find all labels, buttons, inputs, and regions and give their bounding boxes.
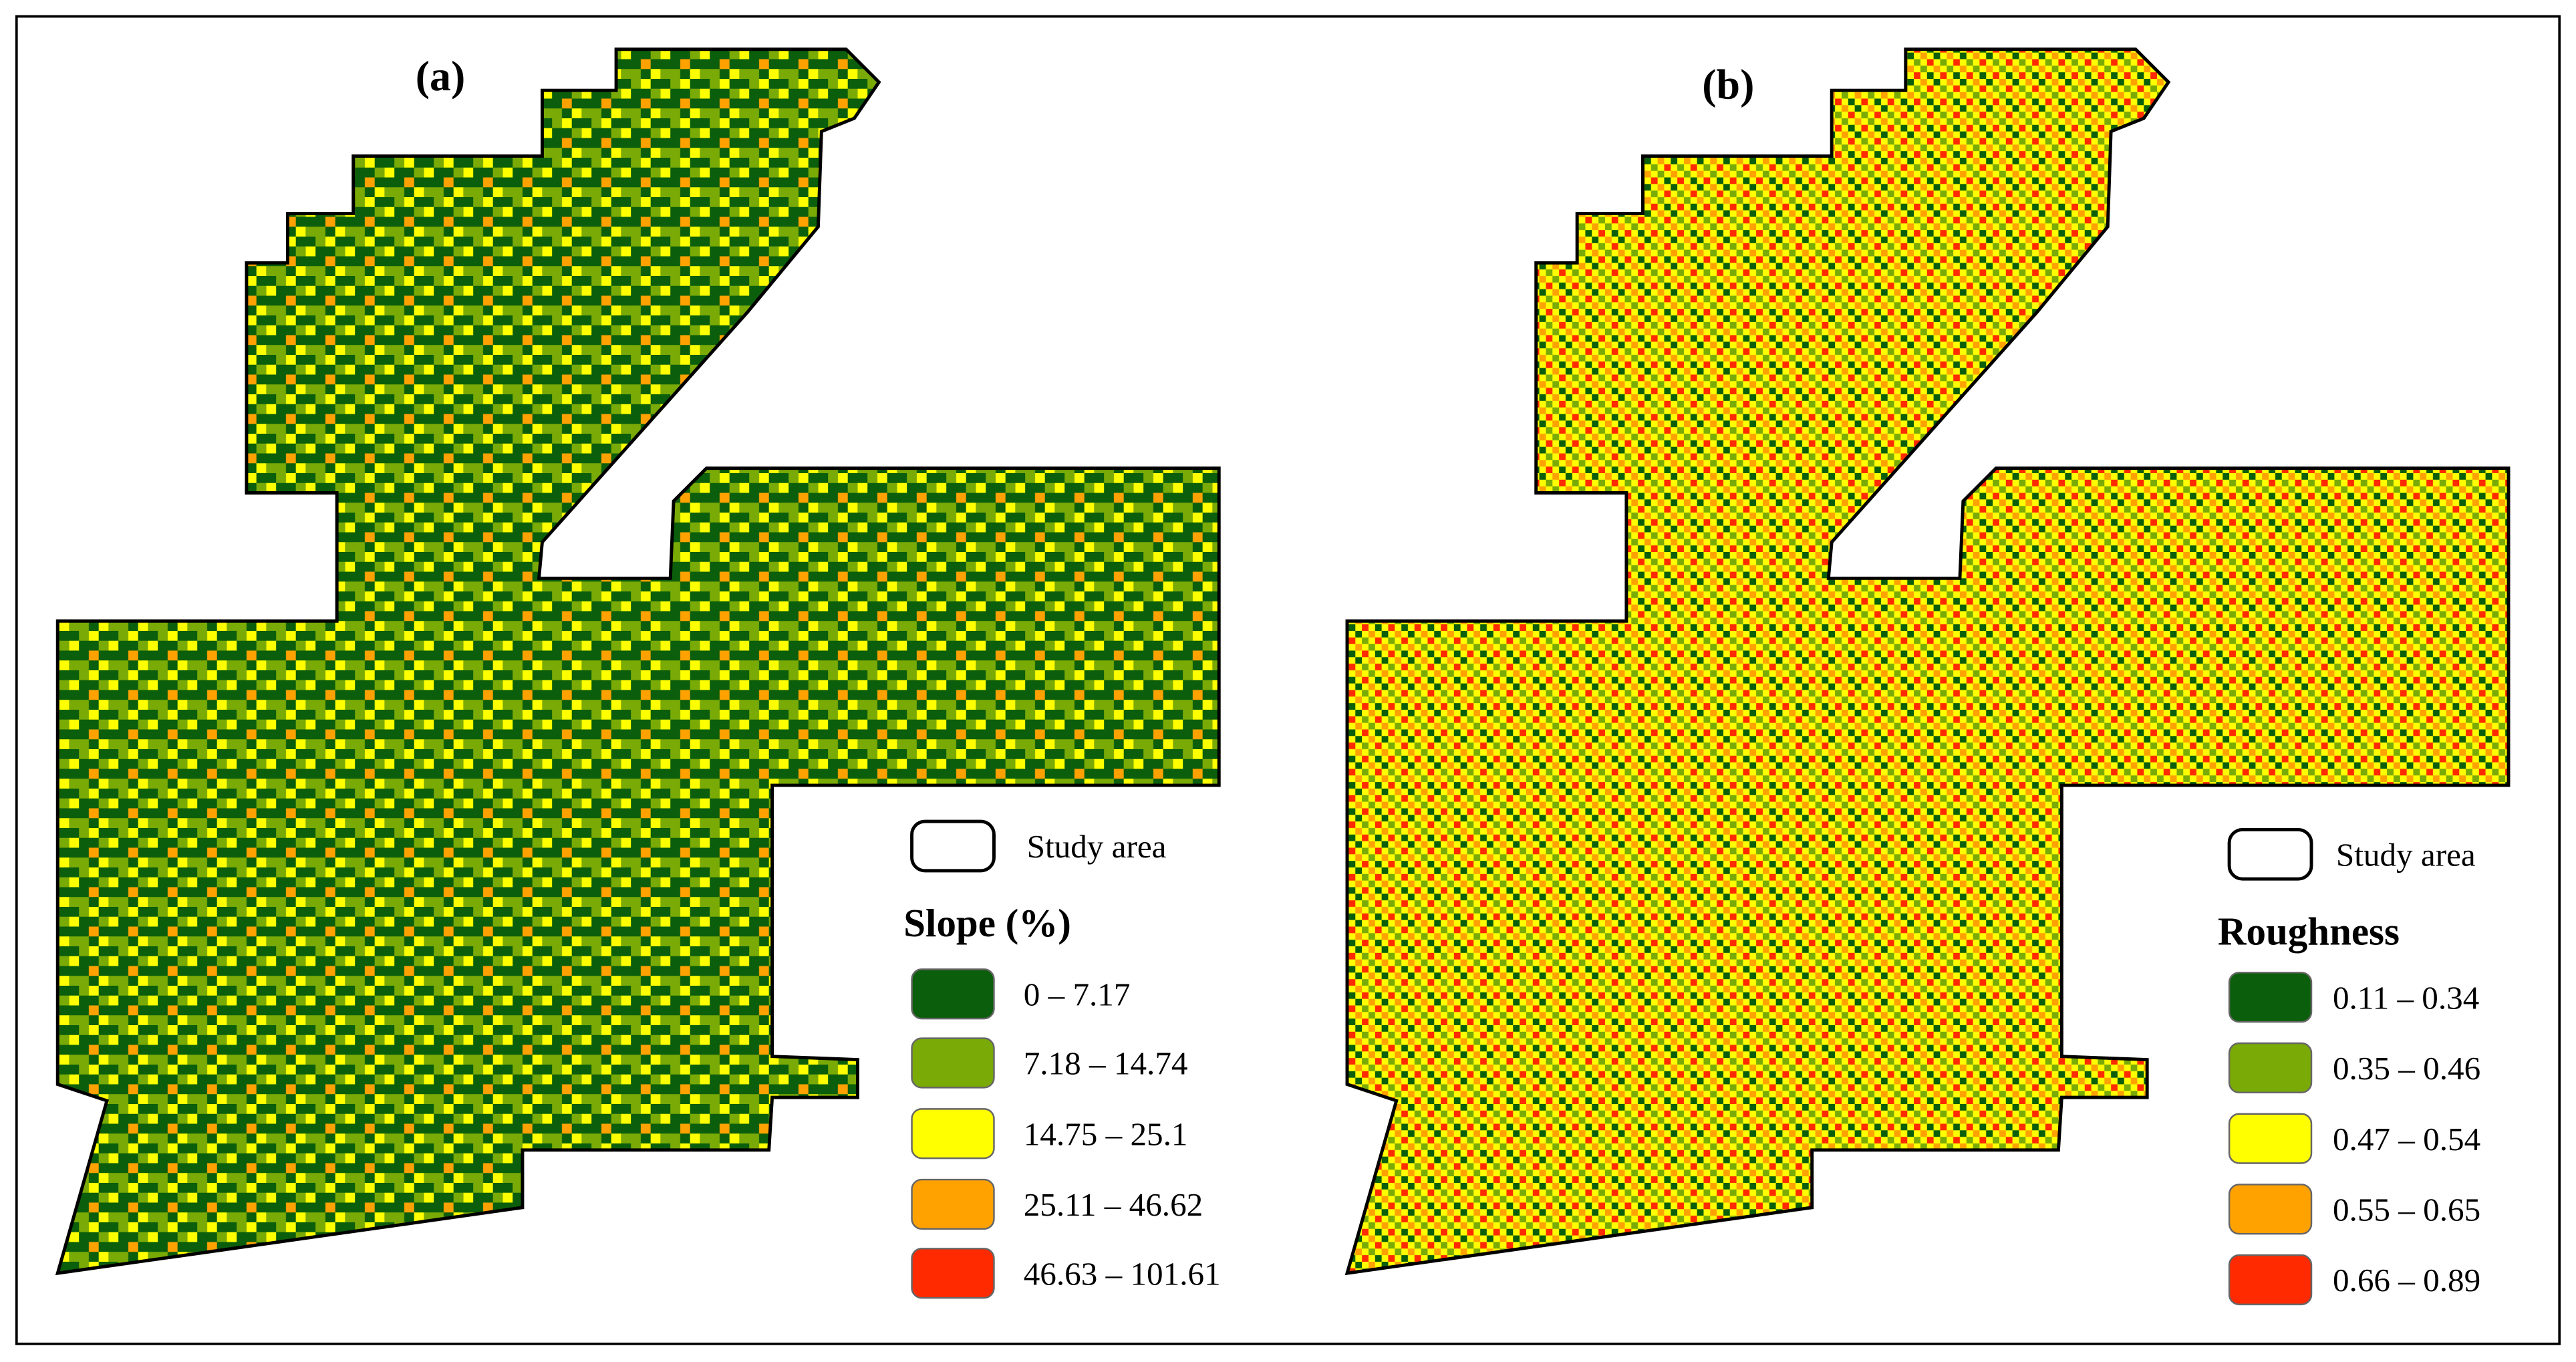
legend-label: 46.63 – 101.61 <box>1024 1255 1221 1292</box>
study-area-label: Study area <box>1027 828 1167 865</box>
study-area-label: Study area <box>2336 837 2476 873</box>
legend-swatch <box>911 1037 995 1089</box>
legend-swatch <box>2228 1254 2313 1306</box>
panel-label: (a) <box>416 52 466 100</box>
legend-swatch <box>911 968 995 1020</box>
legend-swatch <box>911 1108 995 1160</box>
legend-label: 0 – 7.17 <box>1024 976 1131 1012</box>
roughness-map <box>1347 49 2509 1273</box>
legend-label: 7.18 – 14.74 <box>1024 1045 1188 1082</box>
legend-swatch <box>911 1178 995 1230</box>
study-area-swatch <box>2227 827 2313 881</box>
legend-label: 0.55 – 0.65 <box>2333 1192 2480 1228</box>
legend-swatch <box>2228 1184 2313 1235</box>
legend-label: 0.35 – 0.46 <box>2333 1050 2480 1087</box>
legend-swatch <box>2228 972 2313 1023</box>
legend-title: Roughness <box>2218 910 2400 954</box>
legend-label: 0.66 – 0.89 <box>2333 1262 2480 1299</box>
study-area-swatch <box>910 819 996 873</box>
legend-swatch <box>2228 1042 2313 1093</box>
legend-swatch <box>911 1248 995 1299</box>
legend-label: 14.75 – 25.1 <box>1024 1115 1188 1152</box>
legend-label: 25.11 – 46.62 <box>1024 1186 1203 1223</box>
panel-label: (b) <box>1702 60 1754 108</box>
frame <box>15 15 2561 1345</box>
legend-label: 0.47 – 0.54 <box>2333 1121 2480 1157</box>
legend-swatch <box>2228 1113 2313 1164</box>
legends: (a) Study area Slope (%) 0 – 7.17 7.18 – 14.… <box>416 52 2480 1306</box>
legend-label: 0.11 – 0.34 <box>2333 979 2479 1016</box>
legend-title: Slope (%) <box>903 901 1071 945</box>
slope-map <box>57 49 1219 1273</box>
